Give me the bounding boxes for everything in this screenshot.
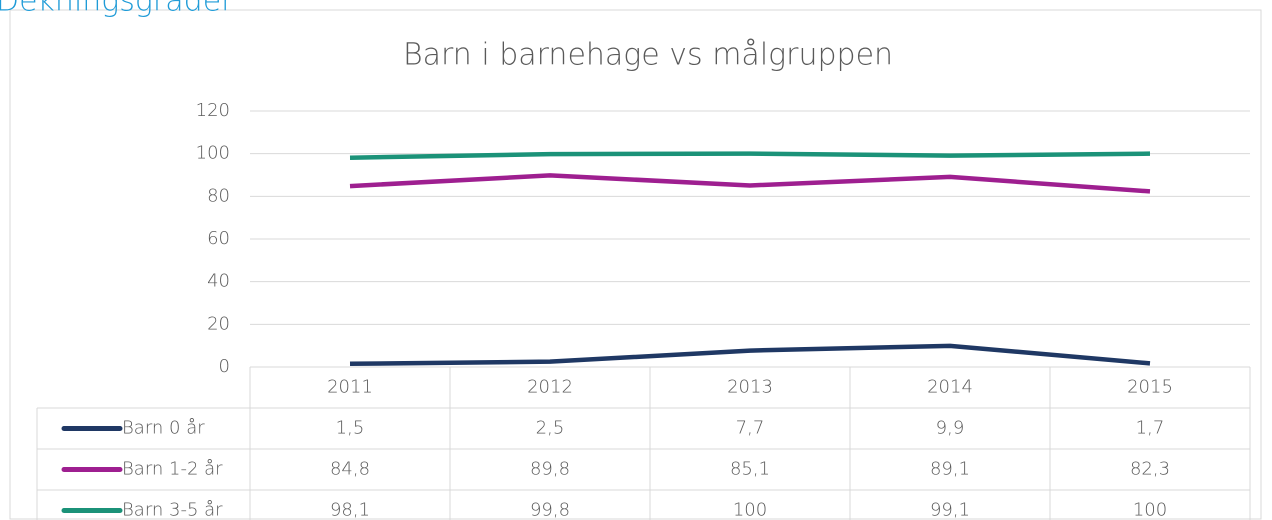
x-tick-label: 2014 <box>927 377 973 398</box>
table-value: 1,5 <box>336 418 365 439</box>
table-value: 9,9 <box>936 418 965 439</box>
y-tick-label: 0 <box>219 356 230 377</box>
table-value: 89,8 <box>530 459 570 480</box>
chart-title: Barn i barnehage vs målgruppen <box>403 37 893 73</box>
table-value: 85,1 <box>730 459 770 480</box>
legend-label: Barn 3-5 år <box>122 500 223 520</box>
table-value: 99,8 <box>530 500 570 520</box>
series-line <box>349 173 1151 194</box>
legend-label: Barn 1-2 år <box>122 459 223 480</box>
y-tick-label: 100 <box>196 143 230 164</box>
x-tick-label: 2011 <box>327 377 373 398</box>
table-value: 100 <box>1133 500 1167 520</box>
heading: Dekningsgrader <box>0 0 234 19</box>
table-value: 99,1 <box>930 500 970 520</box>
table-value: 1,7 <box>1136 418 1165 439</box>
table-value: 98,1 <box>330 500 370 520</box>
legend-label: Barn 0 år <box>122 418 205 439</box>
x-tick-label: 2015 <box>1127 377 1173 398</box>
table-value: 2,5 <box>536 418 565 439</box>
x-tick-label: 2013 <box>727 377 773 398</box>
y-tick-label: 80 <box>207 185 230 206</box>
table-value: 82,3 <box>1130 459 1170 480</box>
x-tick-label: 2012 <box>527 377 573 398</box>
y-tick-label: 40 <box>207 271 230 292</box>
y-tick-label: 20 <box>207 313 230 334</box>
table-value: 100 <box>733 500 767 520</box>
y-tick-label: 120 <box>196 100 230 121</box>
series-line <box>349 343 1151 367</box>
table-value: 84,8 <box>330 459 370 480</box>
y-tick-label: 60 <box>207 228 230 249</box>
table-value: 89,1 <box>930 459 970 480</box>
chart-border <box>9 9 1262 520</box>
table-value: 7,7 <box>736 418 765 439</box>
series-line <box>349 151 1151 160</box>
